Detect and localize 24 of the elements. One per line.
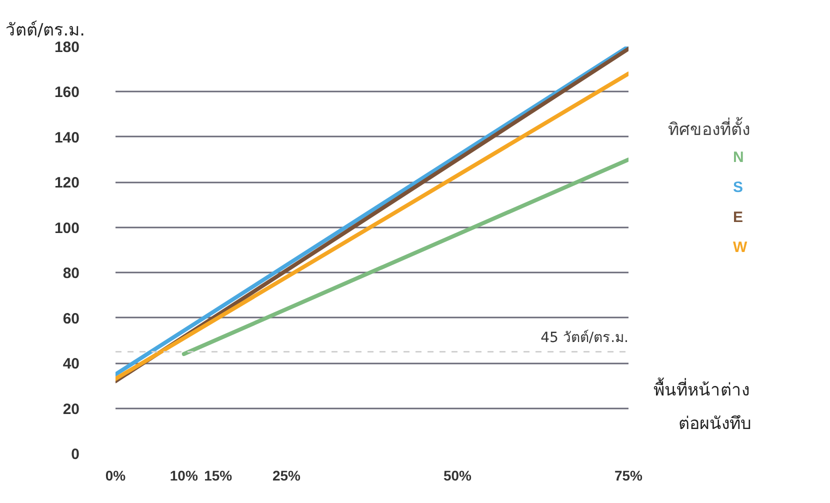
y-tick-label: 120 xyxy=(54,174,80,192)
x-tick-label: 25% xyxy=(272,468,302,484)
y-tick-label: 60 xyxy=(62,310,80,328)
text: N xyxy=(733,148,745,166)
x-tick-label: 10% xyxy=(170,468,198,484)
x-tick-label: 50% xyxy=(443,468,472,484)
x-tick-label: 15% xyxy=(204,468,233,484)
text: E xyxy=(733,208,744,226)
x-tick-label: 0% xyxy=(105,468,126,484)
y-tick-label: 180 xyxy=(54,39,80,56)
x-axis-title: พื้นที่หน้าต่าง ต่อผนังทึบ xyxy=(654,378,752,434)
legend-title: ทิศของที่ตั้ง xyxy=(668,116,751,142)
y-tick-label: 80 xyxy=(62,265,80,282)
ref-line-label: 45 วัตต์/ตร.ม. xyxy=(540,328,629,346)
y-tick-label: 0 xyxy=(71,446,80,463)
y-axis-title: วัตต์/ตร.ม. xyxy=(6,20,86,40)
y-tick-label: 140 xyxy=(54,129,80,146)
x-tick-label: 75% xyxy=(614,468,644,484)
y-tick-label: 20 xyxy=(62,400,80,418)
text: S xyxy=(733,178,744,196)
y-tick-label: 40 xyxy=(62,356,80,373)
y-tick-label: 100 xyxy=(54,220,80,237)
y-tick-label: 160 xyxy=(54,84,80,102)
text: W xyxy=(733,238,748,256)
